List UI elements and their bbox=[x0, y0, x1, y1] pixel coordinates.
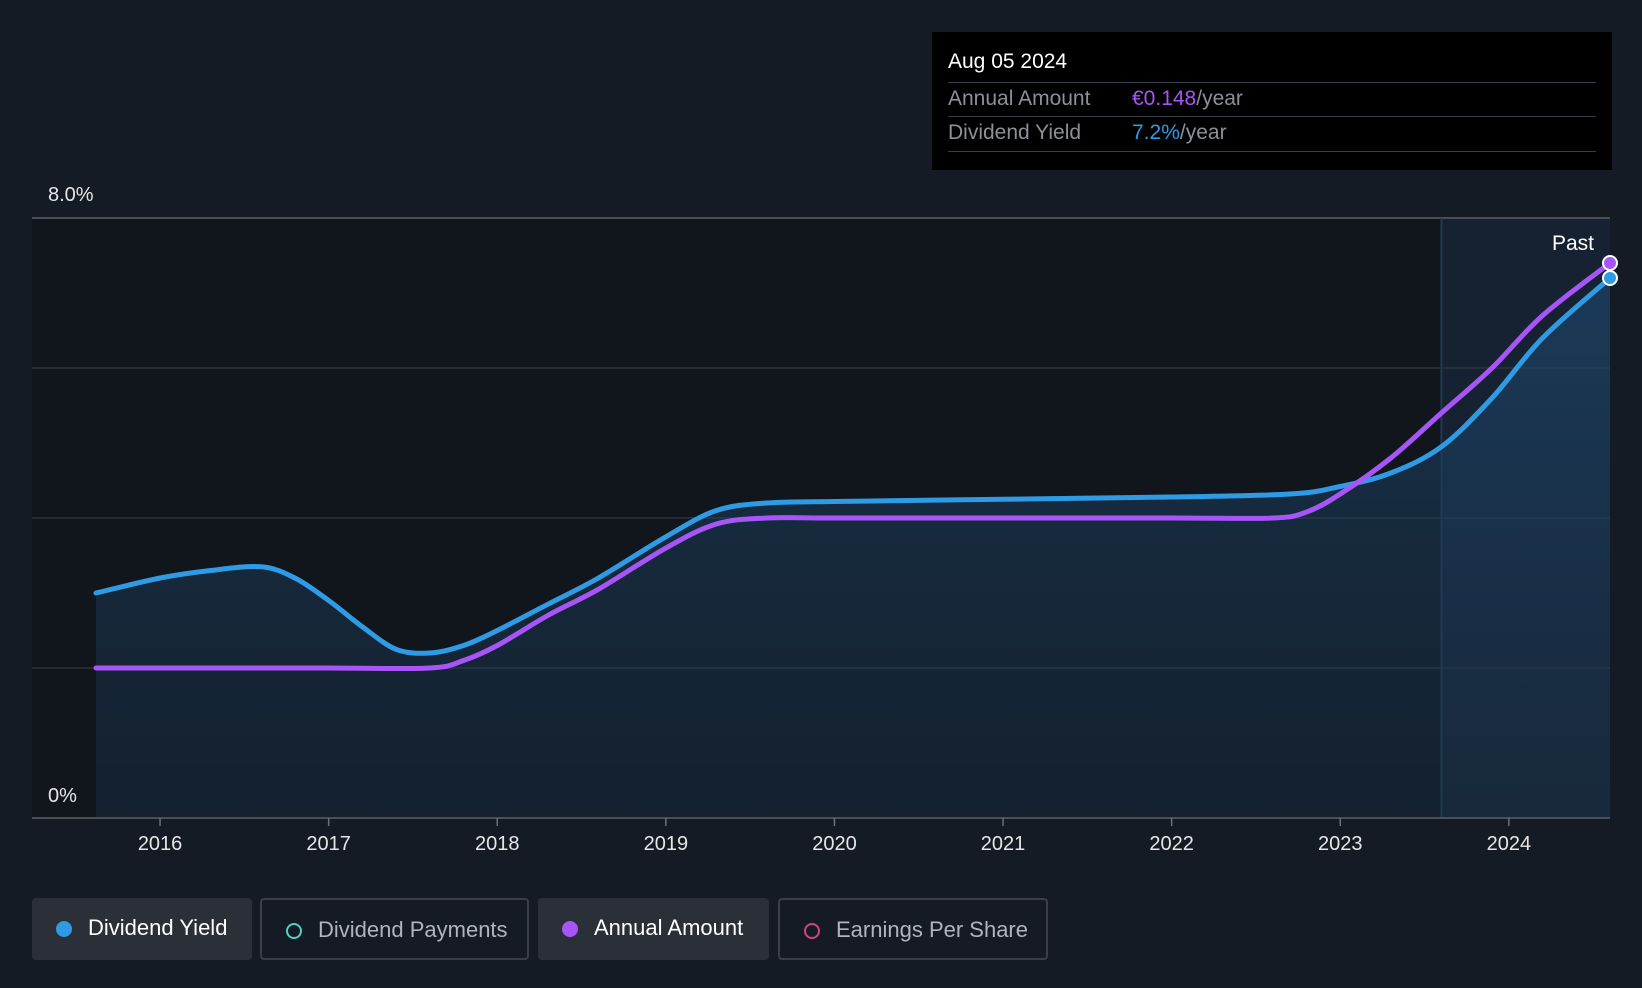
x-tick-label: 2016 bbox=[138, 833, 183, 855]
end-markers bbox=[1602, 255, 1618, 286]
series-line-annual-amount bbox=[93, 260, 1613, 672]
series-lines bbox=[93, 260, 1613, 672]
series-line-dividend-yield bbox=[93, 275, 1613, 656]
x-tick-label: 2022 bbox=[1149, 833, 1194, 855]
legend-label: Dividend Yield bbox=[88, 915, 228, 940]
tooltip-unit: /year bbox=[1196, 87, 1243, 110]
tooltip-amount: €0.148 bbox=[1132, 87, 1197, 110]
tooltip-yield: 7.2% bbox=[1132, 121, 1180, 144]
tooltip-row-dividend-yield: Dividend Yield 7.2%/year bbox=[948, 116, 1596, 152]
legend-label: Earnings Per Share bbox=[836, 917, 1028, 942]
legend-label: Annual Amount bbox=[594, 915, 744, 940]
dot-icon bbox=[56, 921, 72, 937]
x-tick-label: 2018 bbox=[475, 833, 520, 855]
x-tick-label: 2020 bbox=[812, 833, 857, 855]
x-tick-label: 2024 bbox=[1487, 833, 1532, 855]
ring-icon bbox=[804, 923, 820, 939]
end-marker-dividend-yield bbox=[1602, 270, 1618, 286]
tooltip-unit: /year bbox=[1179, 121, 1227, 144]
dot-icon bbox=[562, 921, 578, 937]
tooltip-date: Aug 05 2024 bbox=[948, 50, 1068, 73]
x-tick-label: 2019 bbox=[644, 833, 689, 855]
tooltip-value: €0.148/year bbox=[1132, 87, 1243, 111]
y-axis-bottom-label: 0% bbox=[48, 785, 77, 807]
legend-dividend-payments[interactable]: Dividend Payments bbox=[260, 898, 529, 960]
end-marker-annual-amount bbox=[1602, 255, 1618, 271]
x-tick-label: 2017 bbox=[306, 833, 351, 855]
legend-annual-amount[interactable]: Annual Amount bbox=[538, 898, 769, 960]
legend-earnings-per-share[interactable]: Earnings Per Share bbox=[778, 898, 1048, 960]
past-label: Past bbox=[1552, 232, 1594, 255]
tooltip: Aug 05 2024 Annual Amount €0.148/year Di… bbox=[932, 32, 1612, 170]
tooltip-label: Dividend Yield bbox=[948, 121, 1082, 144]
ring-icon bbox=[286, 923, 302, 939]
tooltip-label: Annual Amount bbox=[948, 87, 1091, 110]
x-axis-ticks: 2016 2017 2018 2019 2020 2021 2022 2023 2024 bbox=[138, 818, 1531, 855]
legend-dividend-yield[interactable]: Dividend Yield bbox=[32, 898, 252, 960]
tooltip-value: 7.2%/year bbox=[1132, 121, 1227, 145]
y-axis-top-label: 8.0% bbox=[48, 184, 94, 206]
x-tick-label: 2023 bbox=[1318, 833, 1363, 855]
tooltip-row-annual-amount: Annual Amount €0.148/year bbox=[948, 82, 1596, 117]
legend-label: Dividend Payments bbox=[318, 917, 508, 942]
x-tick-label: 2021 bbox=[981, 833, 1026, 855]
dividend-yield-area bbox=[96, 278, 1610, 818]
